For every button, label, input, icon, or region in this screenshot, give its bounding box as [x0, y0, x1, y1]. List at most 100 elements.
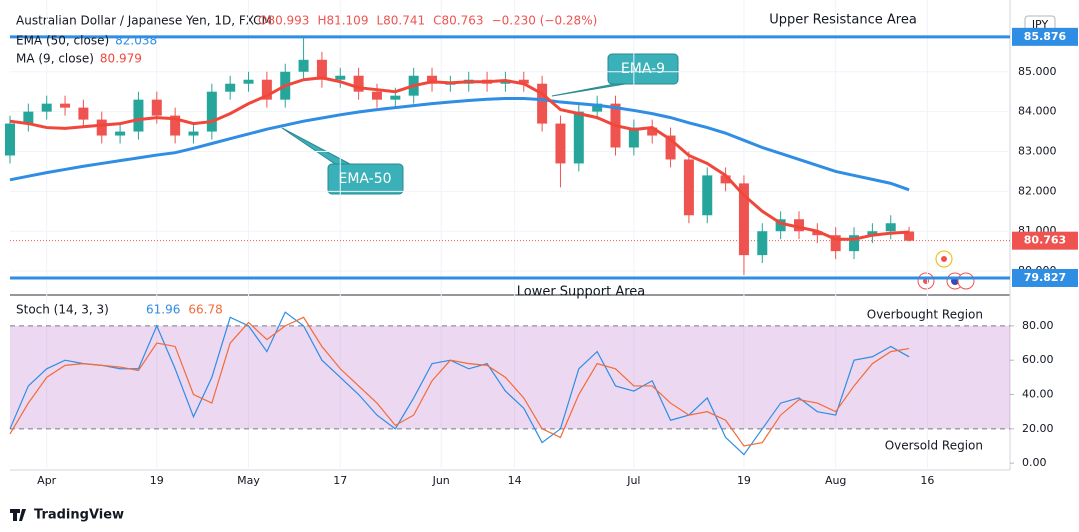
candle-body	[206, 91, 217, 132]
level-text: Lower Support Area	[517, 284, 646, 299]
price-tag-label: 80.763	[1024, 234, 1066, 247]
y-tick-label: 20.00	[1022, 422, 1054, 435]
indicator-line	[9, 76, 910, 241]
price-tag	[1012, 27, 1078, 46]
candle-body	[867, 231, 878, 236]
legend-name: EMA (50, close)	[16, 34, 109, 48]
y-tick-label: 40.00	[1022, 388, 1054, 401]
event-icon	[957, 272, 975, 290]
legend-value: 80.979	[100, 52, 142, 66]
currency: JPY	[1031, 18, 1049, 31]
price-tag	[1012, 231, 1078, 250]
candle-body	[702, 175, 713, 216]
candle-body	[371, 91, 382, 100]
y-tick-label: 82.000	[1018, 184, 1057, 197]
candle-body	[812, 231, 823, 236]
symbol: Australian Dollar / Japanese Yen, 1D, FX…	[16, 14, 272, 28]
candle-body	[353, 75, 364, 92]
candle-body	[518, 79, 529, 84]
candle-body	[96, 119, 107, 136]
annotation-box	[327, 163, 404, 195]
candle-body	[133, 99, 144, 132]
annotation: EMA-50	[338, 171, 391, 187]
level-text: Upper Resistance Area	[769, 13, 917, 28]
y-tick-label: 83.000	[1018, 144, 1057, 157]
candle-body	[23, 111, 34, 124]
candle-body	[592, 103, 603, 112]
candle-body	[720, 175, 731, 184]
candle-body	[738, 183, 749, 256]
brand-logo	[10, 509, 26, 521]
candle-body	[60, 103, 71, 108]
legend-name: MA (9, close)	[16, 52, 94, 66]
candle-body	[170, 115, 181, 136]
y-tick-label: 84.000	[1018, 105, 1057, 118]
price-tag-label: 79.827	[1024, 271, 1066, 284]
y-tick-label: 80.00	[1022, 319, 1054, 332]
ohlc-value: −0.230 (−0.28%)	[492, 14, 598, 28]
price-tag-label: 85.876	[1024, 30, 1067, 43]
annotation-box	[607, 53, 679, 85]
x-tick-label: 19	[150, 474, 164, 487]
candle-body	[316, 59, 327, 80]
y-tick-label: 85.000	[1018, 65, 1057, 78]
candle-body	[757, 231, 768, 256]
x-tick-label: Aug	[825, 474, 846, 487]
annotation-pointer	[281, 127, 351, 165]
annotation-pointer	[551, 83, 626, 97]
candle-body	[793, 219, 804, 232]
x-tick-label: 19	[737, 474, 751, 487]
candle-body	[555, 123, 566, 164]
ohlc-value: H81.109	[317, 14, 368, 28]
candle-body	[78, 107, 89, 120]
candle-body	[628, 127, 639, 148]
price-tag	[1012, 268, 1078, 287]
candle-body	[41, 103, 52, 112]
candle-body	[335, 75, 346, 80]
candle-body	[243, 79, 254, 84]
candle-body	[647, 127, 658, 136]
candle-body	[537, 83, 548, 124]
candle-body	[5, 123, 15, 156]
stoch-line	[9, 316, 910, 447]
band-text: Overbought Region	[867, 307, 983, 321]
legend-value: 82.038	[115, 34, 157, 48]
stoch-band	[10, 325, 1010, 429]
x-tick-label: Jul	[626, 474, 640, 487]
candle-body	[665, 135, 676, 160]
candle-body	[849, 235, 860, 252]
brand: TradingView	[34, 508, 124, 523]
x-tick-label: 17	[333, 474, 347, 487]
candle-body	[115, 131, 126, 136]
ohlc-value: L80.741	[376, 14, 425, 28]
indicator-line	[9, 96, 910, 192]
candle-body	[830, 235, 841, 252]
stoch-line	[9, 311, 910, 456]
candle-body	[225, 83, 236, 92]
x-tick-label: 14	[508, 474, 522, 487]
candle-body	[775, 219, 786, 232]
candle-body	[298, 59, 309, 72]
y-tick-label: 0.00	[1022, 456, 1047, 469]
candle-body	[390, 95, 401, 100]
x-tick-label: 16	[920, 474, 934, 487]
ohlc-value: O80.993	[258, 14, 309, 28]
ohlc-value: C80.763	[433, 14, 483, 28]
candle-body	[885, 223, 896, 232]
indicator-value: 61.96	[146, 303, 180, 317]
annotation: EMA-9	[621, 61, 665, 77]
candle-body	[427, 75, 438, 84]
indicator-title: Stoch (14, 3, 3)	[16, 303, 109, 317]
indicator-value: 66.78	[188, 303, 222, 317]
band-text: Oversold Region	[885, 438, 983, 452]
event-icon	[941, 256, 947, 262]
candle-body	[683, 159, 694, 216]
x-tick-label: Apr	[37, 474, 57, 487]
candle-body	[261, 79, 272, 100]
x-tick-label: May	[237, 474, 260, 487]
candle-body	[573, 111, 584, 164]
candle-body	[151, 99, 162, 116]
candle-body	[188, 131, 199, 136]
candle-body	[904, 231, 915, 241]
